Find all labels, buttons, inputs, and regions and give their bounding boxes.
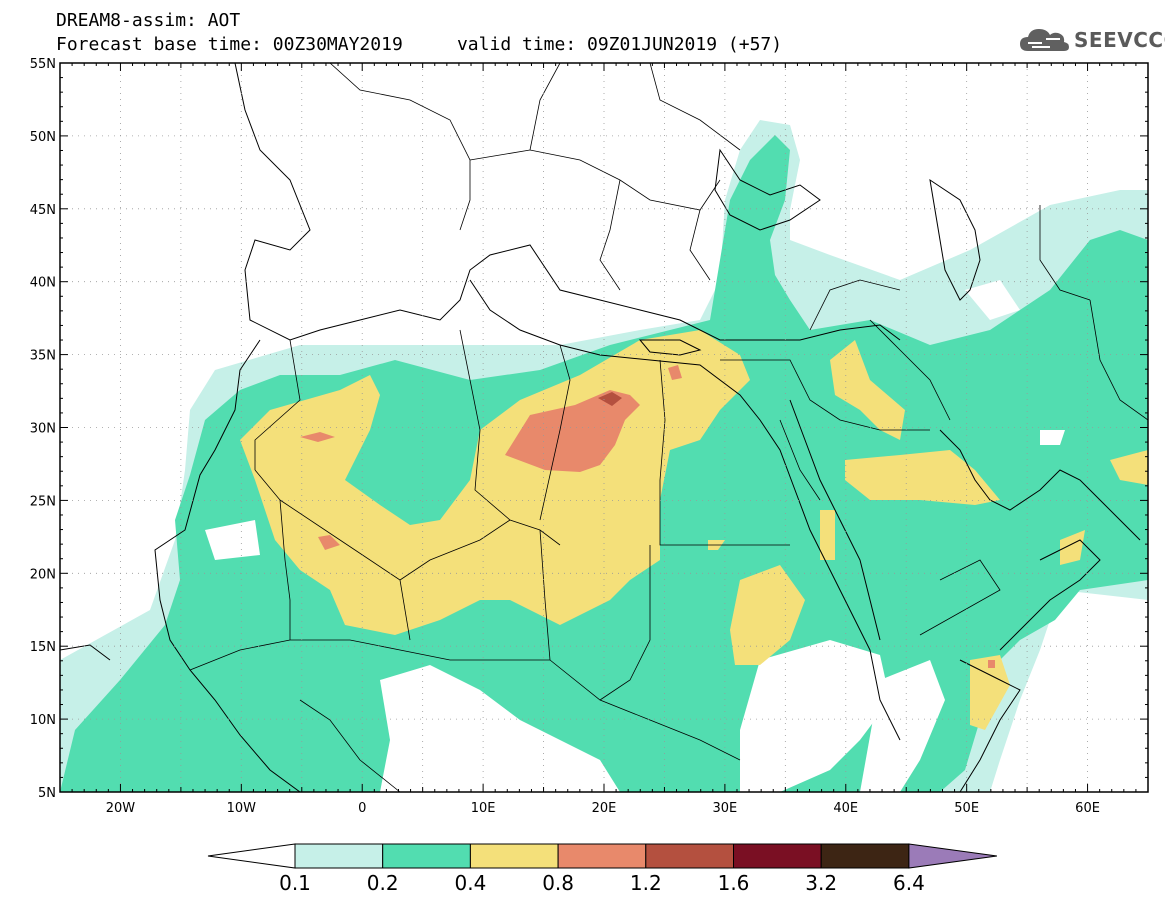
lat-tick-label: 25N <box>30 494 56 509</box>
colorbar-label: 1.6 <box>718 871 750 895</box>
colorbar-segment <box>382 843 471 869</box>
colorbar-label: 0.4 <box>454 871 486 895</box>
colorbar-segment <box>820 843 910 869</box>
cloud-icon <box>1020 29 1069 51</box>
map-title: DREAM8-assim: AOT <box>56 10 241 31</box>
lon-tick-label: 50E <box>954 801 979 816</box>
colorbar-labels: 0.1 0.2 0.4 0.8 1.2 1.6 3.2 6.4 <box>279 871 925 895</box>
lon-tick-label: 30E <box>713 801 738 816</box>
colorbar-extend-high <box>908 843 997 869</box>
colorbar-label: 3.2 <box>805 871 837 895</box>
lat-tick-label: 55N <box>30 57 56 72</box>
colorbar-segment <box>469 843 559 869</box>
colorbar-label: 6.4 <box>893 871 925 895</box>
longitude-labels: 20W 10W 0 10E 20E 30E 40E 50E 60E <box>106 801 1100 816</box>
time-info: Forecast base time: 00Z30MAY2019 valid t… <box>56 35 782 55</box>
lat-tick-label: 30N <box>30 422 56 437</box>
valid-time: valid time: 09Z01JUN2019 (+57) <box>456 34 783 55</box>
lat-tick-label: 40N <box>30 276 56 291</box>
lat-tick-label: 5N <box>38 786 56 801</box>
lat-tick-label: 35N <box>30 349 56 364</box>
lat-tick-label: 45N <box>30 203 56 218</box>
axis-ticks <box>59 62 1149 793</box>
lon-tick-label: 10E <box>471 801 496 816</box>
lat-tick-label: 10N <box>30 713 56 728</box>
lon-tick-label: 0 <box>358 801 366 816</box>
lon-tick-label: 20W <box>106 801 136 816</box>
colorbar-label: 0.8 <box>542 871 574 895</box>
aot-level-1.2 <box>598 392 622 406</box>
colorbar-label: 1.2 <box>630 871 662 895</box>
colorbar <box>207 843 997 869</box>
aot-below-0.1 <box>205 280 1065 792</box>
aot-level-0.8 <box>300 365 995 668</box>
country-borders <box>189 63 1148 792</box>
lon-tick-label: 40E <box>833 801 858 816</box>
colorbar-label: 0.2 <box>367 871 399 895</box>
colorbar-segment <box>645 843 734 869</box>
coastlines <box>60 63 1141 792</box>
lat-tick-label: 15N <box>30 640 56 655</box>
colorbar-segment <box>557 843 647 869</box>
colorbar-segment <box>733 843 822 869</box>
latitude-labels: 55N 50N 45N 40N 35N 30N 25N 20N 15N 10N 5N <box>30 57 56 801</box>
lat-tick-label: 50N <box>30 130 56 145</box>
lon-tick-label: 60E <box>1075 801 1100 816</box>
lon-tick-label: 20E <box>592 801 617 816</box>
lat-tick-label: 20N <box>30 567 56 582</box>
base-time: Forecast base time: 00Z30MAY2019 <box>56 34 403 55</box>
lon-tick-label: 10W <box>227 801 257 816</box>
seevccc-logo: SEEVCCC <box>1018 24 1165 56</box>
colorbar-label: 0.1 <box>279 871 311 895</box>
colorbar-segment <box>294 843 384 869</box>
colorbar-extend-low <box>207 843 296 869</box>
gridlines <box>60 63 1148 792</box>
logo-text: SEEVCCC <box>1074 28 1165 52</box>
